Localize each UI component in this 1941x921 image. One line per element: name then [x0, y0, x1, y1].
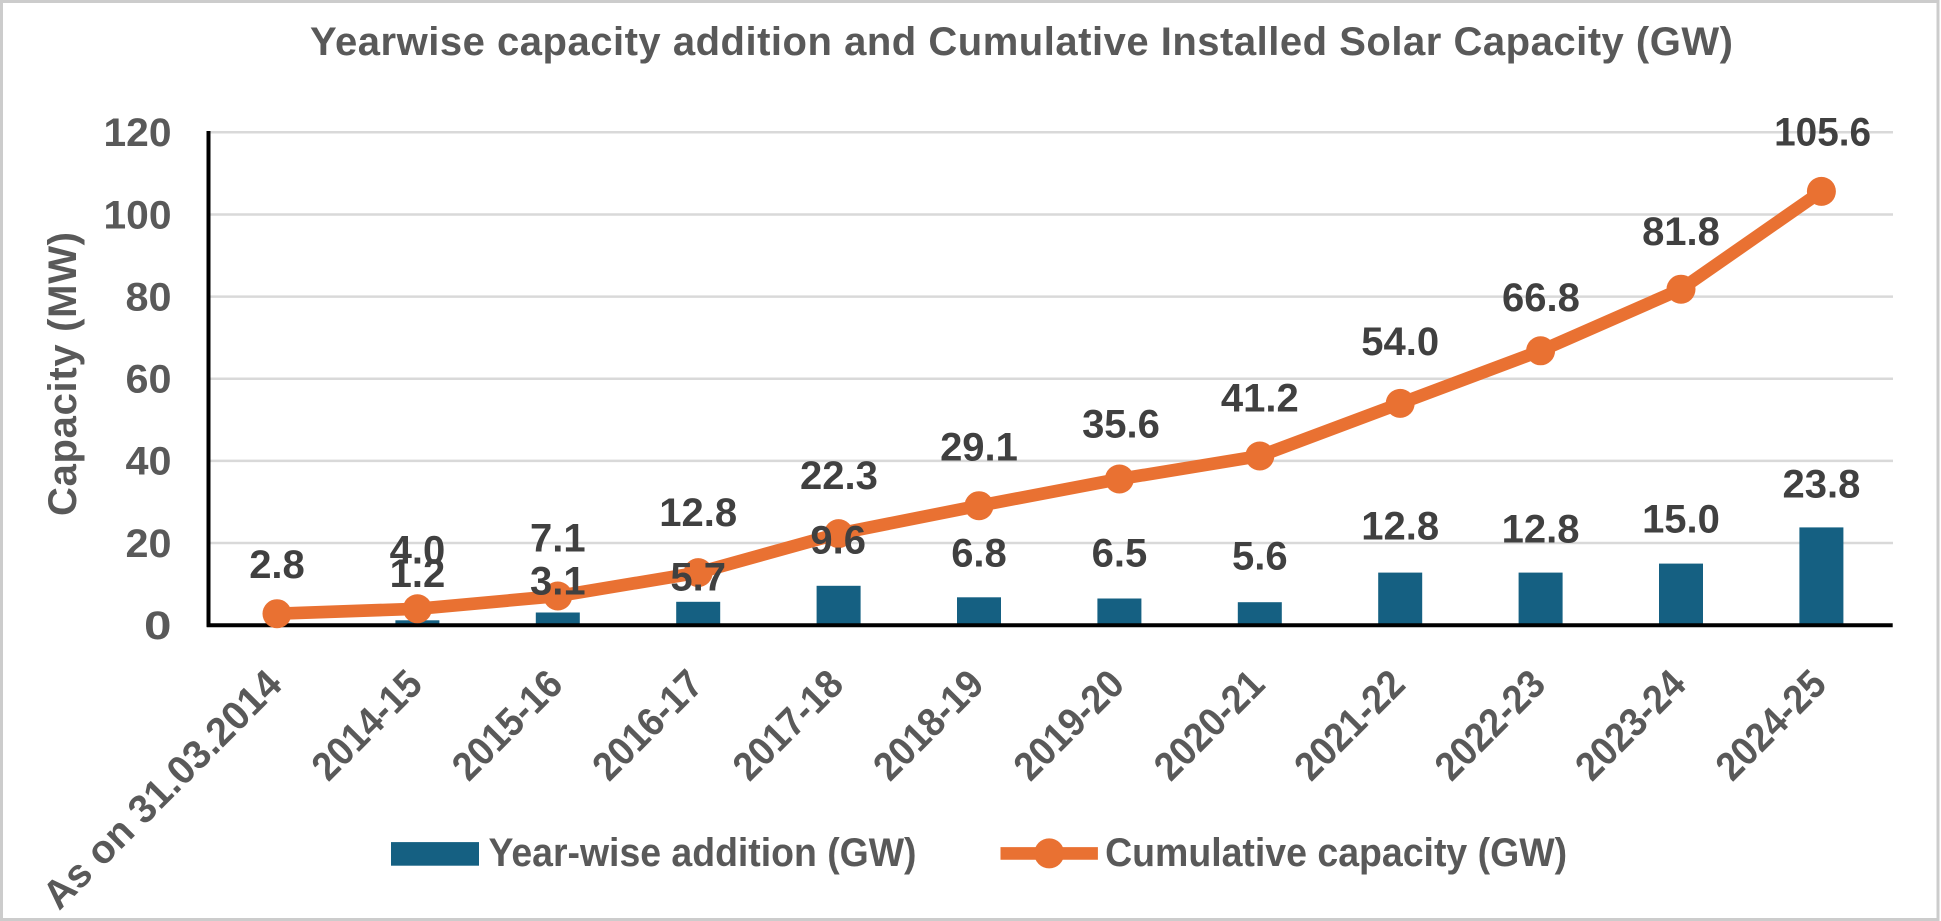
svg-text:35.6: 35.6 [1082, 403, 1160, 447]
svg-text:100: 100 [104, 193, 172, 237]
svg-text:6.5: 6.5 [1092, 532, 1148, 576]
svg-text:12.8: 12.8 [659, 491, 737, 535]
svg-text:3.1: 3.1 [530, 560, 586, 604]
svg-text:120: 120 [104, 111, 172, 155]
svg-text:23.8: 23.8 [1782, 463, 1860, 507]
svg-text:41.2: 41.2 [1221, 377, 1299, 421]
svg-text:Cumulative capacity (GW): Cumulative capacity (GW) [1105, 831, 1567, 875]
svg-text:81.8: 81.8 [1642, 210, 1720, 254]
svg-text:80: 80 [126, 275, 172, 319]
svg-text:20: 20 [126, 522, 172, 566]
svg-text:60: 60 [126, 358, 172, 402]
svg-text:29.1: 29.1 [940, 426, 1018, 470]
svg-text:66.8: 66.8 [1502, 276, 1580, 320]
svg-text:1.2: 1.2 [390, 552, 446, 596]
svg-text:0: 0 [144, 604, 172, 648]
svg-text:Capacity (MW): Capacity (MW) [41, 232, 85, 516]
svg-text:105.6: 105.6 [1774, 111, 1871, 155]
svg-text:12.8: 12.8 [1502, 508, 1580, 552]
svg-text:2.8: 2.8 [249, 543, 305, 587]
svg-text:22.3: 22.3 [800, 454, 878, 498]
svg-text:40: 40 [126, 440, 172, 484]
svg-text:6.8: 6.8 [951, 532, 1007, 576]
svg-text:Year-wise addition (GW): Year-wise addition (GW) [489, 831, 917, 875]
svg-text:5.6: 5.6 [1232, 534, 1288, 578]
svg-text:5.7: 5.7 [670, 555, 726, 599]
svg-text:12.8: 12.8 [1361, 505, 1439, 549]
svg-text:4.0: 4.0 [390, 529, 446, 573]
svg-text:54.0: 54.0 [1361, 320, 1439, 364]
svg-text:7.1: 7.1 [530, 516, 586, 560]
svg-text:15.0: 15.0 [1642, 498, 1720, 542]
svg-text:Yearwise capacity addition and: Yearwise capacity addition and Cumulativ… [310, 20, 1733, 64]
svg-text:9.6: 9.6 [810, 519, 866, 563]
